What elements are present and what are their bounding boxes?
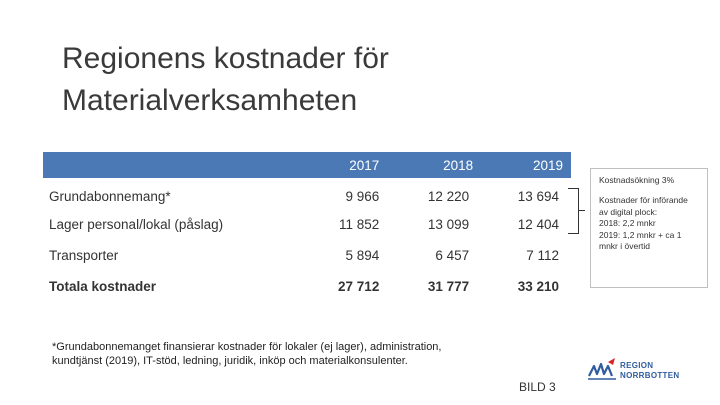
row-label: Totala kostnader	[49, 279, 157, 294]
cost-note-box: Kostnadsökning 3% Kostnader för införand…	[590, 168, 708, 288]
cell-2018: 31 777	[427, 279, 470, 294]
header-cell-empty	[43, 152, 302, 178]
cell-2017: 5 894	[345, 248, 380, 263]
cell-2017: 9 966	[345, 189, 380, 204]
slide-title: Regionens kostnader för Materialverksamh…	[62, 42, 389, 117]
logo-text-region: REGION	[620, 361, 654, 370]
logo-text-norrbotten: NORRBOTTEN	[620, 371, 680, 380]
row-label: Transporter	[49, 248, 119, 263]
table-row: Grundabonnemang* 9 966 12 220 13 694	[43, 178, 571, 209]
footnote: *Grundabonnemanget finansierar kostnader…	[52, 341, 442, 367]
note-heading: Kostnadsökning 3%	[599, 175, 675, 185]
region-norrbotten-logo: REGION NORRBOTTEN	[586, 356, 714, 386]
table-header-row: 2017 2018 2019	[43, 152, 571, 178]
row-label: Lager personal/lokal (påslag)	[49, 217, 224, 232]
cell-2018: 12 220	[427, 189, 470, 204]
header-cell-2017: 2017	[349, 157, 380, 173]
logo-mark-icon	[588, 358, 616, 380]
cell-2019: 13 694	[517, 189, 559, 204]
cell-2019: 33 210	[517, 279, 559, 294]
table-row-total: Totala kostnader 27 712 31 777 33 210	[43, 271, 571, 302]
slide-number: BILD 3	[519, 380, 556, 394]
bracket-tip	[579, 210, 585, 211]
header-cell-2018: 2018	[443, 157, 474, 173]
cell-2019: 7 112	[526, 248, 559, 263]
cell-2018: 13 099	[427, 217, 470, 232]
cost-table: 2017 2018 2019 Grundabonnemang* 9 966 12…	[43, 152, 571, 302]
cell-2019: 12 404	[517, 217, 559, 232]
table-row: Lager personal/lokal (påslag) 11 852 13 …	[43, 209, 571, 240]
right-bracket	[568, 188, 579, 234]
row-label: Grundabonnemang*	[49, 189, 171, 204]
cell-2017: 11 852	[339, 217, 380, 232]
table-row: Transporter 5 894 6 457 7 112	[43, 240, 571, 271]
cell-2018: 6 457	[435, 248, 470, 263]
note-body: Kostnader för införande av digital plock…	[599, 195, 688, 251]
cell-2017: 27 712	[338, 279, 380, 294]
header-cell-2019: 2019	[532, 157, 563, 173]
